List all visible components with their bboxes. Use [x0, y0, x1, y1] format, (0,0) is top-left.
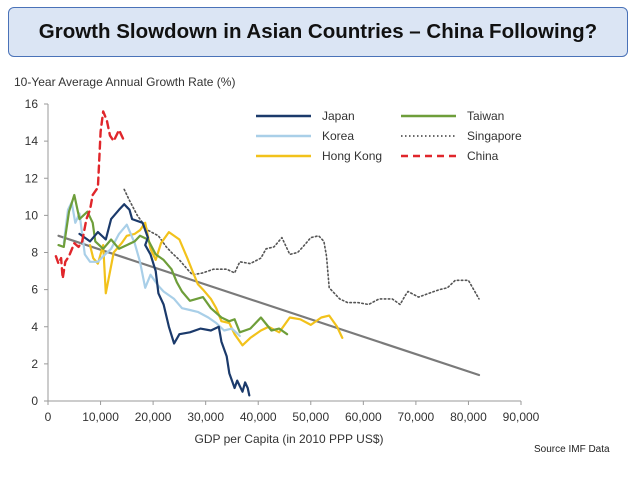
legend-label: Hong Kong: [322, 149, 382, 163]
series-china: [54, 110, 126, 280]
y-tick-label: 8: [31, 246, 38, 260]
title-box: Growth Slowdown in Asian Countries – Chi…: [8, 7, 628, 57]
x-tick-label: 40,000: [240, 410, 277, 424]
y-tick-label: 0: [31, 394, 38, 408]
x-tick-label: 30,000: [187, 410, 224, 424]
legend-label: Japan: [322, 109, 355, 123]
axes: 0 10,000 20,000 30,000 40,000 50,000 60,000 70,…: [25, 97, 540, 424]
y-tick-label: 2: [31, 357, 38, 371]
y-axis-label: 10-Year Average Annual Growth Rate (%): [14, 75, 235, 89]
series-korea: [62, 201, 241, 338]
x-tick-label: 60,000: [345, 410, 382, 424]
legend-label: Korea: [322, 129, 354, 143]
series-singapore: [123, 188, 480, 306]
series-japan: [78, 203, 251, 397]
x-tick-label: 70,000: [398, 410, 435, 424]
legend-label: Taiwan: [467, 109, 504, 123]
x-tick-label: 50,000: [292, 410, 329, 424]
series-taiwan: [57, 193, 289, 336]
y-tick-label: 16: [25, 97, 39, 111]
x-tick-label: 20,000: [135, 410, 172, 424]
x-tick-label: 0: [45, 410, 52, 424]
legend-label: Singapore: [467, 129, 522, 143]
y-tick-label: 12: [25, 171, 39, 185]
x-tick-label: 80,000: [450, 410, 487, 424]
source-note: Source IMF Data: [534, 444, 610, 455]
y-tick-label: 14: [25, 134, 39, 148]
series-layer: [54, 110, 481, 397]
y-tick-label: 6: [31, 283, 38, 297]
series-hong-kong: [88, 221, 344, 347]
x-axis-label: GDP per Capita (in 2010 PPP US$): [195, 432, 384, 446]
legend-label: China: [467, 149, 499, 163]
trend-line: [57, 234, 481, 377]
slide-title: Growth Slowdown in Asian Countries – Chi…: [38, 20, 598, 43]
x-tick-label: 10,000: [82, 410, 119, 424]
y-tick-label: 4: [31, 320, 38, 334]
y-tick-label: 10: [25, 208, 39, 222]
legend: Japan Taiwan Korea Singapore Hong Kong China: [256, 109, 522, 163]
x-tick-label: 90,000: [503, 410, 540, 424]
